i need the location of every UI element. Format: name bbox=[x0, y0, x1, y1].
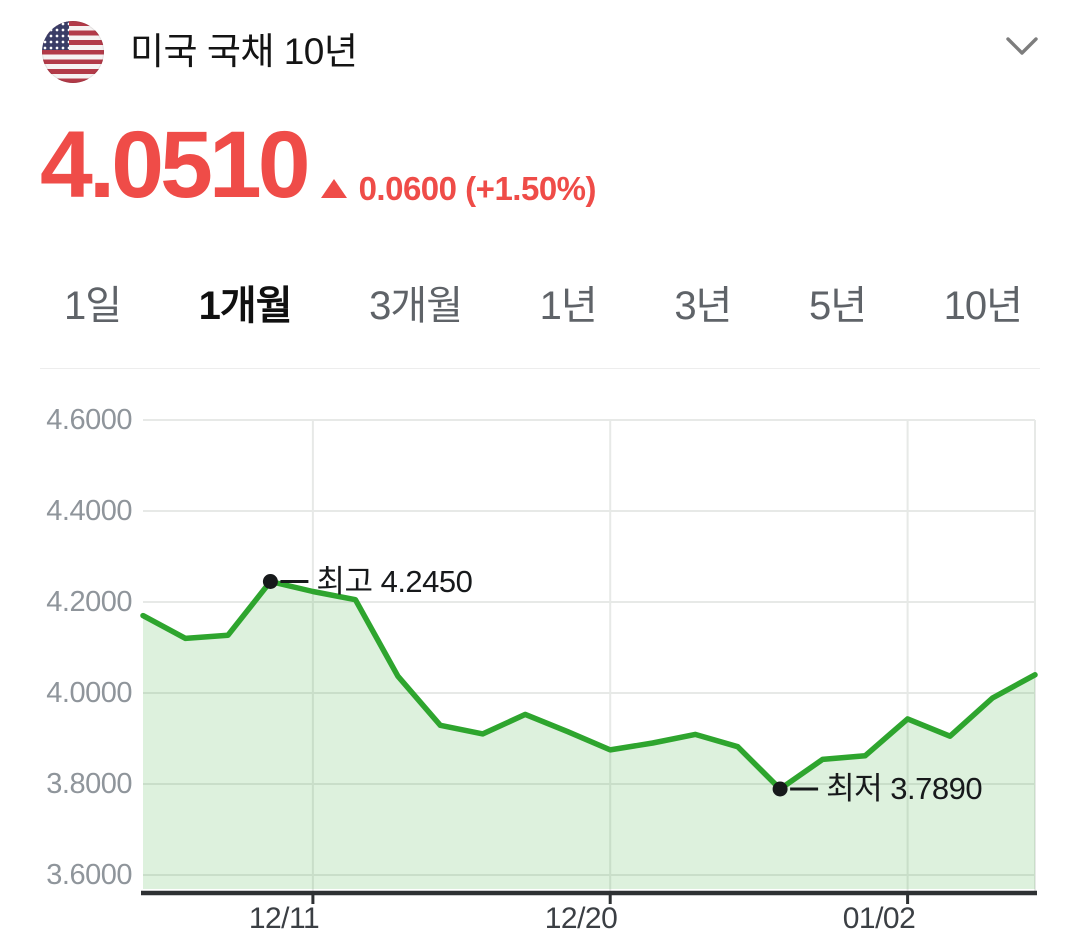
y-axis-label: 4.0000 bbox=[46, 677, 132, 709]
x-axis-label: 01/02 bbox=[842, 902, 916, 935]
tab-3year[interactable]: 3년 bbox=[674, 284, 732, 328]
tab-1year[interactable]: 1년 bbox=[539, 284, 598, 328]
up-triangle-icon bbox=[320, 179, 347, 198]
chevron-down-icon[interactable] bbox=[1004, 30, 1040, 62]
y-axis-label: 3.8000 bbox=[46, 768, 132, 800]
price-row: 4.0510 0.0600 (+1.50%) bbox=[40, 112, 597, 218]
y-axis-label: 4.2000 bbox=[46, 586, 132, 618]
instrument-header[interactable]: 미국 국채 10년 bbox=[0, 0, 1080, 105]
price-value: 4.0510 bbox=[40, 112, 311, 218]
period-tabs: 1일 1개월 3개월 1년 3년 5년 10년 bbox=[0, 264, 1080, 340]
x-axis-label: 12/20 bbox=[544, 902, 618, 935]
x-axis-label: 12/11 bbox=[248, 902, 320, 935]
us-flag-icon bbox=[42, 21, 104, 83]
y-axis-label: 3.6000 bbox=[46, 859, 132, 891]
tab-1day[interactable]: 1일 bbox=[64, 284, 122, 328]
tab-3month[interactable]: 3개월 bbox=[369, 284, 463, 328]
price-change: 0.0600 (+1.50%) bbox=[358, 170, 597, 207]
low-annotation: 최저 3.7890 bbox=[826, 771, 983, 806]
instrument-title: 미국 국채 10년 bbox=[130, 31, 358, 72]
y-axis-label: 4.6000 bbox=[46, 404, 132, 436]
y-axis-label: 4.4000 bbox=[46, 495, 132, 527]
tab-1month[interactable]: 1개월 bbox=[198, 284, 293, 328]
tab-5year[interactable]: 5년 bbox=[808, 284, 867, 328]
high-annotation: 최고 4.2450 bbox=[316, 563, 473, 599]
section-divider bbox=[40, 368, 1040, 369]
tab-10year[interactable]: 10년 bbox=[943, 284, 1023, 328]
